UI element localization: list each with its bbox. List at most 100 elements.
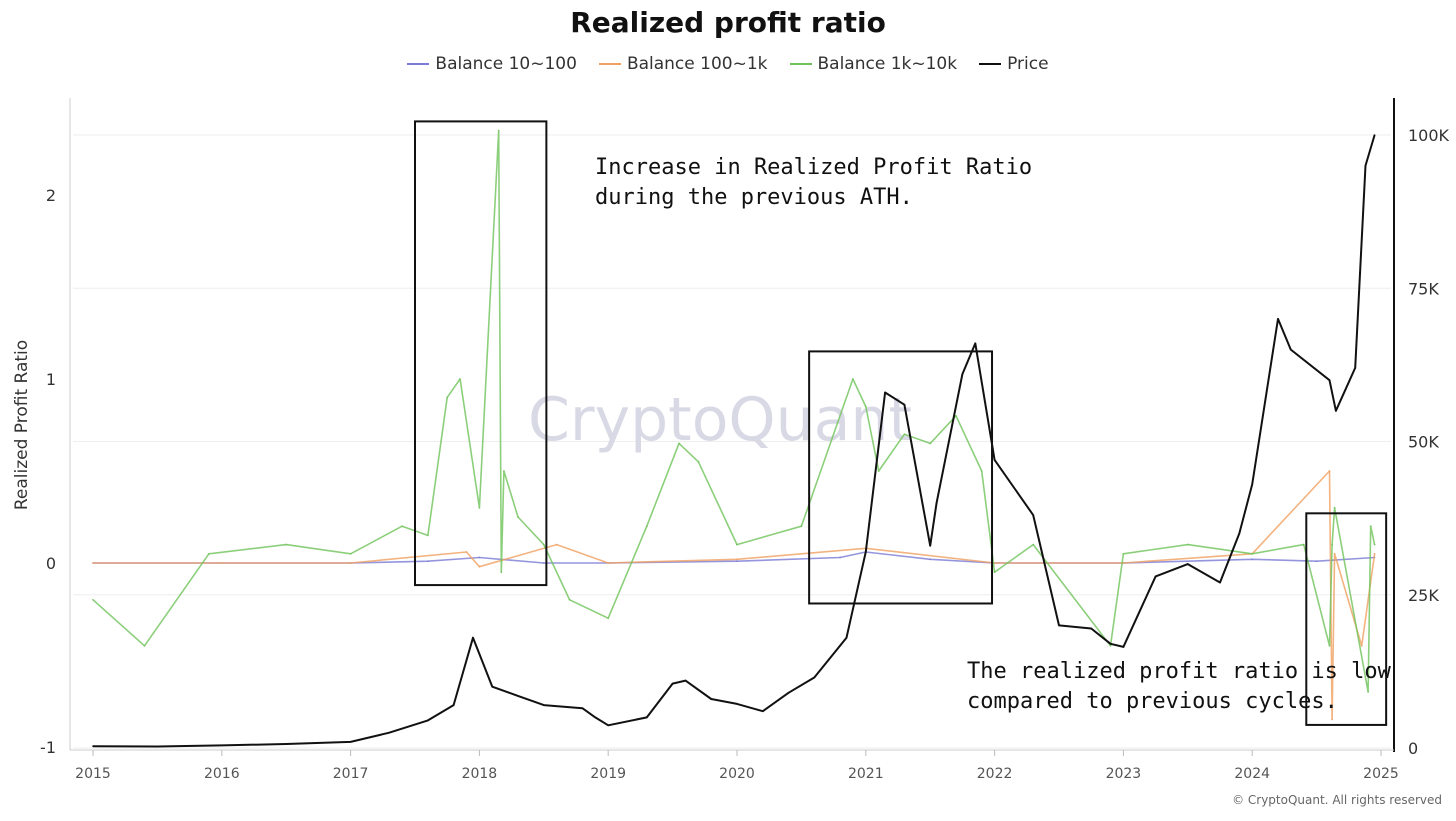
series-point-3 — [993, 459, 996, 461]
chart-title: Realized profit ratio — [570, 6, 886, 39]
y-tick-label: -1 — [40, 738, 56, 757]
series-point-2 — [678, 442, 680, 445]
series-point-2 — [401, 525, 403, 527]
y2-tick-label: 25K — [1408, 586, 1439, 605]
series-point-3 — [671, 682, 674, 685]
series-point-0 — [929, 558, 931, 561]
series-line-2 — [92, 129, 1376, 693]
series-point-2 — [497, 129, 500, 132]
series-point-3 — [491, 685, 494, 688]
series-point-2 — [1333, 507, 1336, 509]
series-point-3 — [935, 502, 938, 504]
legend-item-balance-100-1k[interactable]: Balance 100~1k — [598, 54, 768, 74]
series-point-3 — [1154, 575, 1157, 578]
series-point-2 — [446, 396, 449, 399]
series-point-0 — [736, 560, 738, 562]
series-point-2 — [285, 543, 288, 546]
y2-tick-label: 0 — [1408, 739, 1418, 758]
series-point-3 — [92, 745, 94, 747]
x-tick-label: 2022 — [977, 766, 1013, 782]
series-point-3 — [1238, 532, 1241, 535]
series-point-1 — [465, 551, 468, 553]
legend-item-price[interactable]: Price — [979, 54, 1049, 74]
y2-tick-label: 100K — [1408, 126, 1450, 145]
series-point-3 — [961, 373, 964, 375]
axes: 2 1 0 -1 100K 75K 50K 25K 0 2015 2016 2017 2018 2019 2… — [40, 98, 1450, 782]
series-point-1 — [736, 558, 738, 561]
series-point-2 — [800, 525, 803, 527]
series-point-3 — [845, 636, 848, 639]
series-point-3 — [1109, 642, 1112, 645]
series-point-3 — [1187, 563, 1189, 565]
x-tick-label: 2025 — [1363, 766, 1399, 782]
highlight-box — [414, 120, 548, 587]
series-point-1 — [1328, 470, 1331, 472]
y2-tick-label: 75K — [1408, 279, 1439, 298]
series-point-3 — [349, 741, 352, 743]
x-tick-label: 2017 — [333, 766, 369, 782]
series-point-1 — [1331, 718, 1333, 721]
series-point-2 — [1187, 543, 1189, 546]
series-point-2 — [349, 553, 352, 555]
series-point-1 — [1333, 553, 1336, 555]
series-point-3 — [607, 724, 609, 727]
y-tick-label: 1 — [46, 370, 56, 389]
x-tick-label: 2018 — [462, 766, 498, 782]
series-point-3 — [1328, 379, 1331, 382]
series-point-3 — [684, 679, 687, 682]
series-point-3 — [1354, 367, 1357, 369]
series-point-0 — [427, 560, 429, 562]
series-lines — [92, 129, 1376, 748]
series-point-1 — [555, 543, 558, 546]
series-point-2 — [1328, 645, 1331, 647]
series-point-2 — [1367, 691, 1369, 693]
legend-item-balance-1k-10k[interactable]: Balance 1k~10k — [789, 54, 958, 74]
series-point-1 — [478, 565, 481, 568]
series-point-3 — [813, 676, 816, 679]
legend-item-balance-10-100[interactable]: Balance 10~100 — [407, 54, 577, 74]
series-point-2 — [865, 405, 867, 408]
series-point-3 — [1335, 410, 1337, 412]
x-tick-label: 2020 — [719, 766, 755, 782]
series-point-2 — [517, 516, 519, 518]
series-point-2 — [543, 543, 545, 546]
series-point-3 — [581, 707, 584, 709]
annotation-text: compared to previous cycles. — [967, 689, 1338, 714]
series-point-3 — [1058, 624, 1060, 627]
series-point-3 — [974, 342, 977, 345]
series-point-2 — [1302, 543, 1305, 546]
series-point-3 — [1219, 581, 1221, 584]
y-axis-label: Realized Profit Ratio — [12, 340, 32, 510]
series-point-3 — [285, 743, 288, 745]
legend-label-balance-100-1k: Balance 100~1k — [626, 54, 768, 74]
series-point-2 — [1109, 645, 1112, 647]
series-point-3 — [884, 391, 886, 394]
series-point-3 — [472, 636, 474, 639]
series-point-2 — [646, 525, 648, 527]
series-point-2 — [697, 461, 700, 463]
series-point-2 — [1251, 553, 1253, 555]
series-point-3 — [427, 719, 429, 722]
series-point-2 — [1032, 543, 1035, 546]
series-point-3 — [388, 731, 391, 734]
legend-label-balance-1k-10k: Balance 1k~10k — [817, 54, 958, 74]
series-point-3 — [1277, 318, 1279, 320]
x-tick-label: 2021 — [848, 766, 884, 782]
copyright-notice: © CryptoQuant. All rights reserved — [1232, 793, 1442, 807]
series-point-2 — [503, 470, 505, 472]
series-point-2 — [1369, 525, 1372, 527]
x-tick-label: 2024 — [1234, 766, 1270, 782]
series-point-0 — [478, 556, 481, 559]
series-point-2 — [993, 571, 996, 573]
series-point-2 — [568, 599, 571, 601]
series-point-2 — [427, 534, 429, 537]
series-point-2 — [852, 378, 854, 380]
series-point-3 — [903, 403, 906, 406]
series-point-3 — [517, 695, 519, 697]
annotation-text: The realized profit ratio is low — [967, 659, 1392, 684]
series-point-3 — [1090, 627, 1092, 630]
y-tick-label: 0 — [46, 554, 56, 573]
series-point-3 — [156, 745, 159, 748]
series-point-3 — [594, 716, 597, 719]
